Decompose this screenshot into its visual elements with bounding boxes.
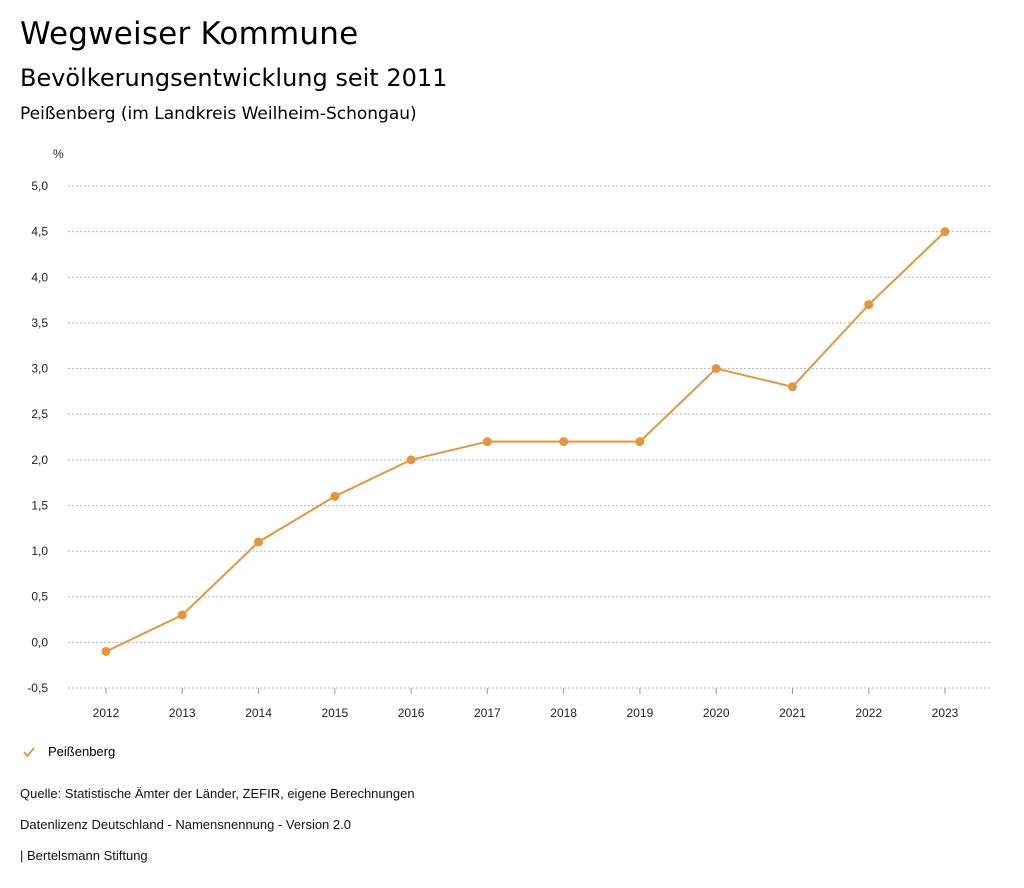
x-tick-label: 2022 xyxy=(855,706,882,720)
y-tick-label: 3,5 xyxy=(31,316,48,330)
license-note: Datenlizenz Deutschland - Namensnennung … xyxy=(20,817,351,832)
grid-lines xyxy=(68,185,990,689)
y-tick-label: 1,5 xyxy=(31,498,48,512)
chart-subtitle: Bevölkerungsentwicklung seit 2011 xyxy=(20,64,448,92)
x-tick-label: 2020 xyxy=(703,706,730,720)
y-tick-label: 4,0 xyxy=(31,270,48,284)
data-point[interactable] xyxy=(940,227,950,237)
publisher-note: | Bertelsmann Stiftung xyxy=(20,848,148,863)
y-axis-unit-label: % xyxy=(53,147,64,161)
x-tick-label: 2015 xyxy=(321,706,348,720)
x-axis-ticks: 2012 2013 2014 2015 2016 2017 2018 2019 2020 2021… xyxy=(93,688,959,720)
series-line-group xyxy=(101,227,950,656)
data-point[interactable] xyxy=(406,455,416,465)
y-tick-label: 0,5 xyxy=(31,590,48,604)
y-tick-label: 4,5 xyxy=(31,225,48,239)
line-chart: % -0,50,00,51,01,52,02,53,03,54,04,55,0 … xyxy=(27,147,990,720)
series-line xyxy=(105,230,946,653)
x-tick-label: 2019 xyxy=(627,706,654,720)
data-point[interactable] xyxy=(635,437,645,447)
data-point[interactable] xyxy=(787,382,797,392)
y-tick-label: 2,5 xyxy=(31,407,48,421)
x-tick-label: 2021 xyxy=(779,706,806,720)
x-tick-label: 2018 xyxy=(550,706,577,720)
check-icon xyxy=(23,746,35,757)
data-point[interactable] xyxy=(177,610,187,620)
y-tick-label: 3,0 xyxy=(31,362,48,376)
region-title: Peißenberg (im Landkreis Weilheim-Schong… xyxy=(20,104,417,124)
page-title: Wegweiser Kommune xyxy=(20,16,359,52)
y-tick-label: 2,0 xyxy=(31,453,48,467)
x-tick-label: 2013 xyxy=(169,706,196,720)
data-point[interactable] xyxy=(864,300,874,310)
y-axis-ticks: -0,5 0,0 0,5 1,0 1,5 2,0 2,5 3,0 3,5 4,0 4,5 5,0 xyxy=(27,179,48,695)
data-point[interactable] xyxy=(559,437,569,447)
data-point[interactable] xyxy=(330,491,340,501)
legend[interactable]: Peißenberg xyxy=(22,744,115,759)
data-point[interactable] xyxy=(101,646,111,656)
x-tick-label: 2012 xyxy=(93,706,120,720)
source-note: Quelle: Statistische Ämter der Länder, Z… xyxy=(20,786,415,801)
legend-label: Peißenberg xyxy=(48,744,116,759)
data-point[interactable] xyxy=(482,437,492,447)
y-tick-label: 1,0 xyxy=(31,544,48,558)
y-tick-label: 5,0 xyxy=(31,179,48,193)
data-point[interactable] xyxy=(711,364,721,374)
x-tick-label: 2017 xyxy=(474,706,501,720)
data-point[interactable] xyxy=(254,537,264,547)
y-tick-label: -0,5 xyxy=(27,681,48,695)
x-tick-label: 2016 xyxy=(398,706,425,720)
x-tick-label: 2014 xyxy=(245,706,272,720)
y-tick-label: 0,0 xyxy=(31,635,48,649)
x-tick-label: 2023 xyxy=(932,706,959,720)
